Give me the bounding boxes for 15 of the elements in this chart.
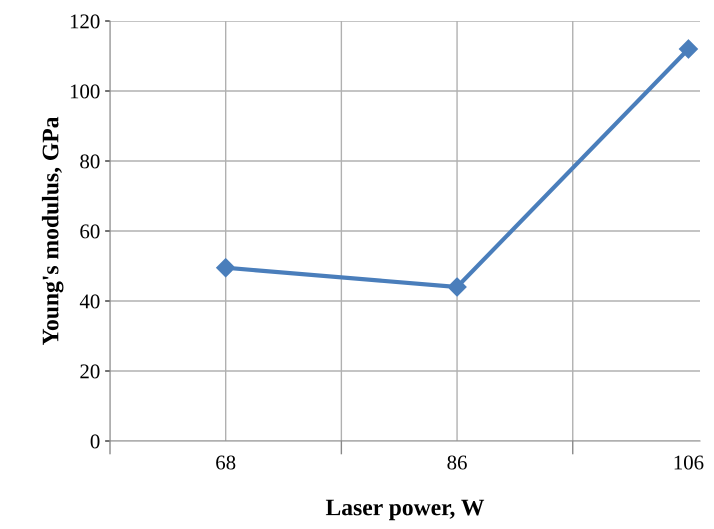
point — [216, 258, 236, 278]
y-tick-label: 40 — [80, 294, 100, 308]
point — [448, 277, 467, 297]
x-tick-label: 106 — [674, 455, 704, 470]
y-axis-title: Young's modulus, GPa — [42, 116, 64, 346]
y-tick-label: 20 — [80, 364, 100, 378]
point — [678, 39, 698, 59]
y-tick-label: 120 — [70, 14, 100, 28]
y-tick-label: 100 — [70, 84, 100, 98]
y-tick-label: 60 — [80, 224, 100, 238]
y-tick-label: 0 — [90, 434, 100, 448]
x-tick-label: 86 — [447, 455, 467, 470]
y-tick-label: 80 — [80, 154, 100, 168]
x-tick-label: 68 — [216, 455, 236, 470]
x-axis-title: Laser power, W — [326, 500, 484, 520]
